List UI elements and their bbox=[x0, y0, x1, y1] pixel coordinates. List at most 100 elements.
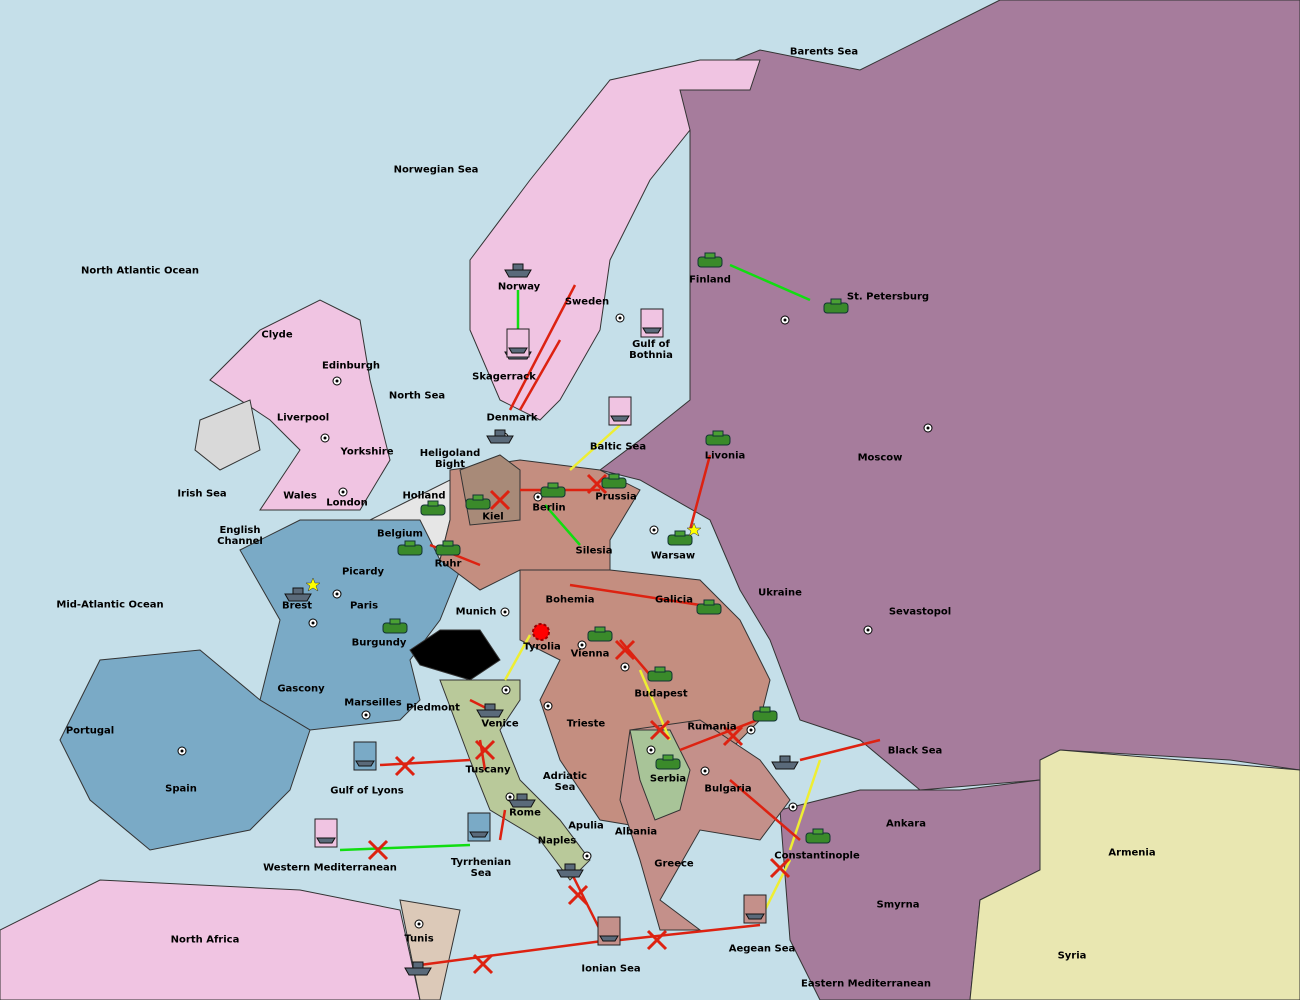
army-turret bbox=[703, 599, 715, 606]
region-label: Denmark bbox=[486, 412, 538, 424]
failed-order-mark bbox=[474, 739, 496, 761]
supply-center-core bbox=[783, 318, 787, 322]
region-label: Spain bbox=[165, 783, 197, 795]
region-label: Eastern Mediterranean bbox=[801, 978, 931, 990]
fleet-unit bbox=[771, 755, 799, 770]
region-label: Ukraine bbox=[758, 587, 802, 599]
region-label: Tuscany bbox=[465, 764, 511, 776]
region-label: Vienna bbox=[570, 648, 610, 660]
region-label: North Atlantic Ocean bbox=[80, 265, 200, 277]
region-label: Budapest bbox=[634, 688, 688, 700]
order-line bbox=[379, 758, 471, 767]
order-line bbox=[508, 284, 577, 411]
region-label: Tunis bbox=[404, 933, 434, 945]
region-label: North Africa bbox=[170, 934, 240, 946]
supply-center-core bbox=[508, 795, 512, 799]
armenia-syria bbox=[969, 749, 1300, 1000]
order-line bbox=[569, 583, 701, 607]
region-label: Picardy bbox=[341, 566, 385, 578]
order-line bbox=[729, 779, 801, 841]
battle-marker bbox=[532, 623, 550, 641]
army-turret bbox=[427, 500, 439, 507]
region-label: Tyrolia bbox=[523, 641, 561, 653]
region-label: Liverpool bbox=[276, 412, 330, 424]
supply-center-core bbox=[623, 665, 627, 669]
army-turret bbox=[712, 430, 724, 437]
army-turret bbox=[759, 706, 771, 713]
britain bbox=[209, 299, 391, 511]
army-turret bbox=[472, 494, 484, 501]
fleet-unit bbox=[508, 793, 536, 808]
supply-center-core bbox=[749, 728, 753, 732]
supply-center-core bbox=[180, 749, 184, 753]
failed-order-mark bbox=[394, 755, 416, 777]
supply-center-core bbox=[791, 805, 795, 809]
region-label: Sevastopol bbox=[888, 606, 952, 618]
failed-order-mark bbox=[769, 857, 791, 879]
fleet-unit bbox=[610, 415, 630, 422]
supply-center-core bbox=[580, 643, 584, 647]
army-turret bbox=[547, 482, 559, 489]
supply-center-core bbox=[866, 628, 870, 632]
supply-center-core bbox=[926, 426, 930, 430]
switzerland bbox=[409, 629, 501, 681]
order-line bbox=[688, 454, 712, 531]
region-label: Belgium bbox=[377, 528, 423, 540]
supply-center-core bbox=[335, 379, 339, 383]
region-label: Bohemia bbox=[545, 594, 595, 606]
fleet-unit bbox=[508, 347, 528, 354]
region-label: Serbia bbox=[649, 773, 687, 785]
supply-center-core bbox=[335, 592, 339, 596]
region-label: Moscow bbox=[857, 452, 903, 464]
order-line bbox=[544, 504, 581, 546]
fleet-unit bbox=[404, 961, 432, 976]
italy bbox=[439, 679, 591, 881]
region-label: Prussia bbox=[595, 491, 637, 503]
region-label: Yorkshire bbox=[340, 446, 394, 458]
army-turret bbox=[404, 540, 416, 547]
army-turret bbox=[654, 666, 666, 673]
failed-order-mark bbox=[472, 953, 494, 975]
army-turret bbox=[812, 828, 824, 835]
region-label: Constantinople bbox=[774, 850, 860, 862]
region-label: Venice bbox=[481, 718, 519, 730]
region-label: Burgundy bbox=[351, 637, 407, 649]
north-africa bbox=[0, 879, 421, 1000]
failed-order-mark bbox=[649, 719, 671, 741]
region-label: Marseilles bbox=[344, 697, 402, 709]
region-label: Ionian Sea bbox=[581, 963, 641, 975]
region-label: Edinburgh bbox=[321, 360, 381, 372]
region-label: Trieste bbox=[566, 718, 606, 730]
region-label: Albania bbox=[614, 826, 658, 838]
region-label: Ruhr bbox=[434, 558, 462, 570]
supply-center-core bbox=[364, 713, 368, 717]
ireland bbox=[194, 399, 261, 471]
region-label: Irish Sea bbox=[177, 488, 227, 500]
region-label: Skagerrack bbox=[472, 371, 536, 383]
army-turret bbox=[662, 754, 674, 761]
region-label: Adriatic Sea bbox=[542, 771, 588, 793]
order-line bbox=[419, 938, 611, 967]
army-turret bbox=[674, 530, 686, 537]
failed-order-mark bbox=[722, 725, 744, 747]
region-label: Sweden bbox=[564, 296, 610, 308]
fleet-unit bbox=[476, 703, 504, 718]
failed-order-mark bbox=[367, 839, 389, 861]
region-label: North Sea bbox=[388, 390, 446, 402]
region-label: Heligoland Bight bbox=[419, 448, 481, 470]
supply-center-core bbox=[341, 490, 345, 494]
region-label: Syria bbox=[1057, 950, 1087, 962]
fleet-unit bbox=[642, 327, 662, 334]
region-label: London bbox=[326, 497, 368, 509]
order-line bbox=[503, 634, 532, 681]
failed-order-mark bbox=[646, 929, 668, 951]
region-label: Apulia bbox=[568, 820, 604, 832]
region-label: Naples bbox=[537, 835, 577, 847]
region-label: Gulf of Lyons bbox=[330, 785, 404, 797]
army-turret bbox=[594, 626, 606, 633]
fleet-unit bbox=[556, 863, 584, 878]
order-line bbox=[619, 923, 761, 942]
region-label: Aegean Sea bbox=[728, 943, 796, 955]
order-line bbox=[799, 738, 881, 762]
